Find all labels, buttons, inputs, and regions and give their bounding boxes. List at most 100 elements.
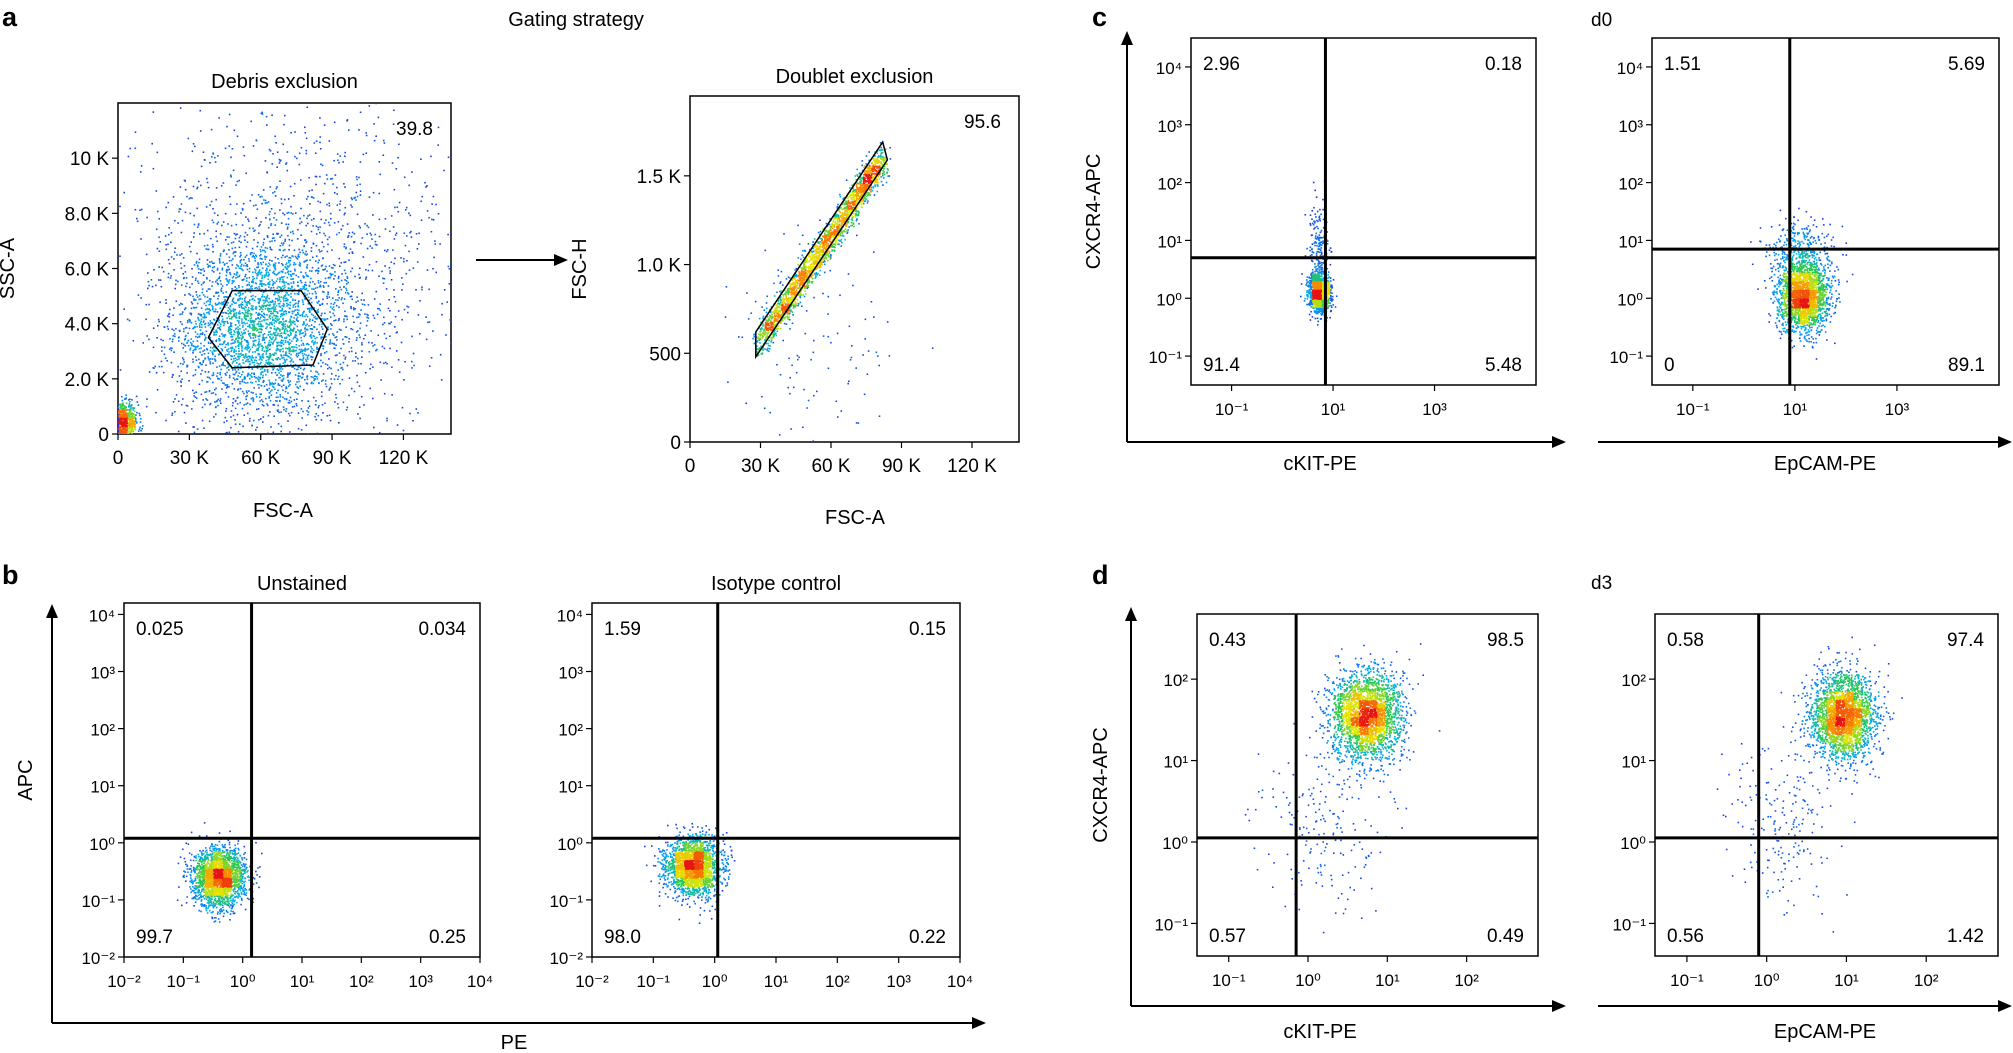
event-dot xyxy=(337,319,340,322)
event-dot xyxy=(316,54,318,56)
event-dot xyxy=(287,266,290,268)
event-dot xyxy=(363,299,365,301)
event-dot xyxy=(209,300,212,302)
event-dot xyxy=(269,330,271,333)
event-dot xyxy=(183,411,186,414)
event-dot xyxy=(165,302,167,304)
event-dot xyxy=(272,404,274,406)
event-dot xyxy=(272,233,274,235)
event-dot xyxy=(310,365,313,368)
event-dot xyxy=(220,402,222,404)
event-dot xyxy=(798,243,801,245)
event-dot xyxy=(356,213,359,216)
event-dot xyxy=(877,185,879,187)
event-dot xyxy=(257,262,259,264)
event-dot xyxy=(223,341,225,344)
event-dot xyxy=(328,236,331,239)
event-dot xyxy=(311,292,314,295)
event-dot xyxy=(119,417,122,419)
event-dot xyxy=(303,349,306,351)
event-dot xyxy=(754,300,757,303)
event-dot xyxy=(219,261,221,263)
event-dot xyxy=(329,178,332,180)
event-dot xyxy=(811,244,814,246)
event-dot xyxy=(294,335,297,337)
event-dot xyxy=(761,306,763,308)
event-dot xyxy=(459,440,461,442)
event-dot xyxy=(284,240,286,242)
event-dot xyxy=(274,224,276,226)
event-dot xyxy=(185,277,188,279)
event-dot xyxy=(333,192,336,194)
event-dot xyxy=(248,258,250,260)
event-dot xyxy=(302,349,304,352)
event-dot xyxy=(271,163,274,165)
event-dot xyxy=(242,146,245,148)
event-dot xyxy=(136,422,138,424)
event-dot xyxy=(289,273,292,276)
event-dot xyxy=(195,391,197,393)
event-dot xyxy=(268,286,270,288)
event-dot xyxy=(868,164,871,167)
event-dot xyxy=(223,336,226,338)
event-dot xyxy=(167,258,170,261)
event-dot xyxy=(215,400,218,403)
event-dot xyxy=(331,273,334,276)
event-dot xyxy=(266,326,268,328)
event-dot xyxy=(367,56,369,58)
event-dot xyxy=(310,328,313,330)
event-dot xyxy=(119,411,121,414)
event-dot xyxy=(195,291,197,293)
event-dot xyxy=(206,229,209,232)
event-dot xyxy=(325,350,328,353)
event-dot xyxy=(115,416,117,418)
event-dot xyxy=(257,298,259,300)
event-dot xyxy=(126,448,128,450)
event-dot xyxy=(333,334,335,337)
event-dot xyxy=(244,309,247,312)
event-dot xyxy=(304,253,306,255)
event-dot xyxy=(830,341,832,344)
event-dot xyxy=(254,271,257,274)
event-dot xyxy=(246,314,248,317)
event-dot xyxy=(132,429,134,431)
event-dot xyxy=(876,190,879,193)
event-dot xyxy=(172,401,175,403)
event-dot xyxy=(272,341,274,344)
event-dot xyxy=(209,361,212,363)
event-dot xyxy=(327,243,329,246)
event-dot xyxy=(228,249,230,251)
event-dot xyxy=(269,356,272,359)
event-dot xyxy=(887,175,889,177)
event-dot xyxy=(260,345,262,347)
event-dot xyxy=(232,308,235,310)
event-dot xyxy=(307,296,310,299)
event-dot xyxy=(127,422,129,425)
event-dot xyxy=(274,328,277,331)
event-dot xyxy=(266,404,269,407)
event-dot xyxy=(227,438,229,440)
event-dot xyxy=(224,147,227,150)
event-dot xyxy=(865,163,868,165)
event-dot xyxy=(125,448,127,450)
event-dot xyxy=(210,237,212,240)
event-dot xyxy=(200,284,203,286)
event-dot xyxy=(267,310,270,313)
event-dot xyxy=(269,240,271,243)
event-dot xyxy=(266,124,268,126)
event-dot xyxy=(74,294,76,296)
event-dot xyxy=(238,295,241,297)
event-dot xyxy=(333,121,336,124)
event-dot xyxy=(292,366,294,368)
event-dot xyxy=(124,405,126,408)
event-dot xyxy=(272,286,275,289)
event-dot xyxy=(804,332,807,335)
event-dot xyxy=(327,277,330,279)
event-dot xyxy=(312,349,315,352)
event-dot xyxy=(257,301,260,304)
event-dot xyxy=(257,263,259,266)
event-dot xyxy=(213,319,216,321)
event-dot xyxy=(863,200,866,202)
event-dot xyxy=(284,310,287,312)
event-dot xyxy=(148,371,151,373)
